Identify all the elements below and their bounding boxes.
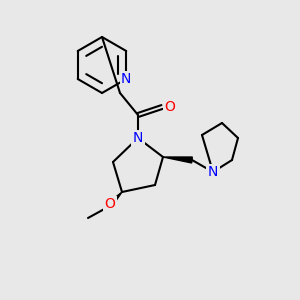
Text: N: N: [121, 72, 131, 86]
Text: O: O: [105, 197, 116, 211]
Text: N: N: [208, 165, 218, 179]
Text: N: N: [133, 131, 143, 145]
Polygon shape: [163, 157, 192, 163]
Polygon shape: [106, 192, 122, 209]
Text: O: O: [165, 100, 176, 114]
